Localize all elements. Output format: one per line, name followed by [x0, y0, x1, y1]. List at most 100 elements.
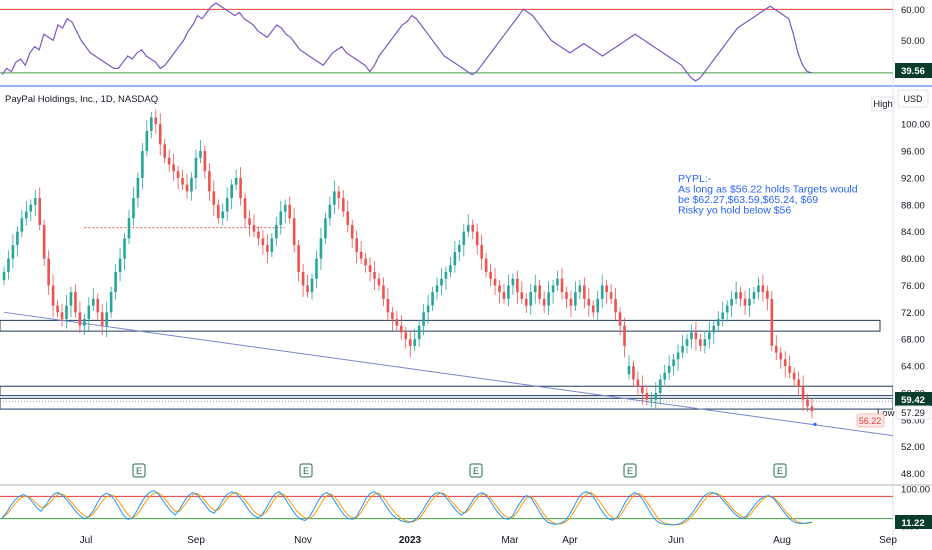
- candle-body: [176, 171, 180, 178]
- candle-body: [216, 204, 220, 219]
- candle-body: [158, 124, 162, 145]
- candle-body: [752, 292, 756, 299]
- candle-body: [444, 271, 448, 279]
- earnings-marker: E: [623, 463, 637, 478]
- candle-body: [47, 258, 50, 286]
- candle-body: [266, 245, 269, 252]
- candle-body: [105, 312, 108, 326]
- candle-body: [761, 285, 765, 293]
- annotation-note[interactable]: PYPL:-As long as $56.22 holds Targets wo…: [678, 173, 858, 217]
- candle-body: [56, 305, 59, 313]
- candle-body: [350, 224, 354, 239]
- candle-body: [382, 285, 385, 299]
- candle-body: [507, 285, 510, 299]
- x-tick-label: Apr: [562, 535, 578, 546]
- candle-body: [587, 298, 591, 306]
- candle-body: [400, 325, 403, 333]
- candle-body: [783, 359, 787, 367]
- candle-body: [743, 298, 747, 306]
- candle-body: [654, 392, 658, 400]
- price-tick-label: 52.00: [901, 442, 925, 453]
- chart-title: PayPal Holdings, Inc., 1D, NASDAQ: [5, 94, 158, 105]
- earnings-marker-box: [299, 463, 313, 478]
- candle-body: [524, 298, 528, 306]
- rsi-tick-label: 50.00: [901, 36, 925, 47]
- candle-body: [757, 285, 760, 293]
- candle-body: [605, 285, 608, 293]
- candle-body: [248, 218, 251, 225]
- candle-body: [672, 359, 675, 367]
- candle-body: [721, 312, 725, 320]
- candle-body: [404, 332, 408, 340]
- annotation-line: PYPL:-: [678, 173, 712, 185]
- candle-body: [225, 198, 229, 212]
- candle-body: [591, 305, 595, 313]
- candle-body: [636, 379, 640, 387]
- stoch-value: 11.22: [901, 518, 924, 529]
- candle-body: [766, 290, 769, 299]
- candle-body: [708, 332, 711, 340]
- candle-body: [172, 164, 175, 172]
- candle-body: [774, 345, 778, 353]
- rsi-value-badge: 39.56: [895, 63, 932, 78]
- candle-body: [288, 204, 292, 219]
- candle-body: [716, 319, 720, 326]
- x-tick-label: Jun: [668, 535, 684, 546]
- price-tick-label: 96.00: [901, 147, 925, 158]
- candle-body: [203, 151, 207, 172]
- annotation-line: Risky yo hold below $56: [678, 205, 791, 217]
- x-tick-label: Nov: [294, 535, 312, 546]
- candle-body: [341, 198, 345, 212]
- target-low-value: 56.22: [859, 416, 882, 426]
- earnings-marker-label: E: [136, 466, 142, 476]
- candle-body: [279, 211, 283, 225]
- candle-body: [725, 305, 729, 313]
- candle-body: [466, 224, 470, 232]
- candle-body: [297, 245, 300, 272]
- price-badge-value: 59.42: [901, 395, 925, 406]
- candle-body: [346, 211, 350, 225]
- candle-body: [565, 292, 568, 299]
- price-tick-label: 76.00: [901, 281, 925, 292]
- candle-body: [520, 292, 524, 299]
- candle-body: [123, 238, 126, 259]
- candle-body: [60, 312, 64, 320]
- candle-body: [484, 258, 488, 272]
- candle-body: [69, 292, 73, 306]
- candle-body: [234, 177, 238, 185]
- stoch-d-line: [1, 492, 813, 526]
- candle-body: [516, 278, 519, 293]
- candle-body: [542, 298, 546, 306]
- candle-body: [489, 271, 492, 279]
- candle-body: [194, 157, 198, 178]
- candle-body: [556, 278, 559, 286]
- supply-demand-zone: [0, 397, 893, 410]
- candle-body: [797, 379, 800, 387]
- candle-body: [685, 339, 689, 346]
- earnings-marker: E: [469, 463, 483, 478]
- candle-body: [212, 191, 216, 205]
- candle-body: [373, 271, 376, 279]
- candle-body: [529, 292, 533, 306]
- candle-body: [7, 258, 10, 272]
- candle-body: [641, 386, 644, 393]
- candle-body: [91, 298, 95, 306]
- candle-body: [270, 238, 274, 252]
- candle-body: [261, 238, 265, 246]
- rsi-line: [1, 2, 813, 82]
- price-tick-label: 88.00: [901, 200, 925, 211]
- target-low-label: 56.22: [856, 413, 885, 428]
- annotation-line: As long as $56.22 holds Targets would: [678, 184, 858, 196]
- candle-body: [422, 312, 425, 326]
- candle-body: [87, 305, 91, 320]
- candle-body: [74, 292, 77, 313]
- high-label: High: [873, 99, 893, 110]
- candle-body: [109, 292, 113, 313]
- candle-body: [65, 305, 68, 320]
- candle-body: [600, 285, 604, 299]
- x-tick-label: Aug: [773, 535, 791, 546]
- currency-button[interactable]: USD: [897, 89, 929, 108]
- candle-body: [583, 285, 586, 299]
- candle-body: [386, 298, 390, 313]
- candle-body: [801, 386, 805, 400]
